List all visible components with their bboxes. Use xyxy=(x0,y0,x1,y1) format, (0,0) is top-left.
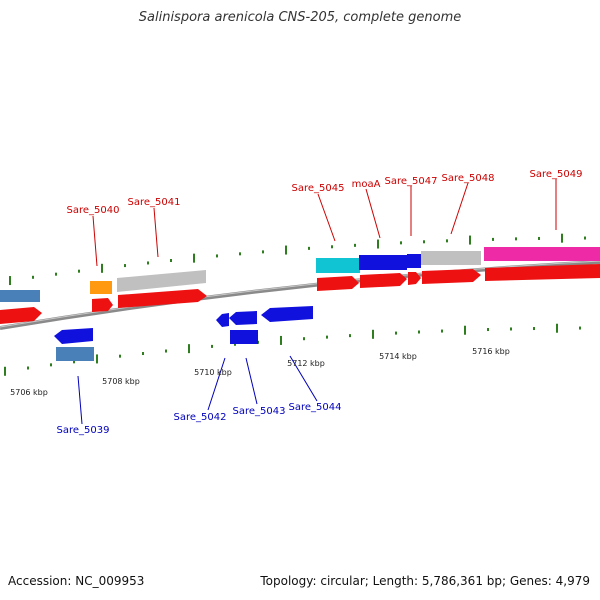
gene-feature[interactable] xyxy=(484,247,600,261)
gene-feature[interactable] xyxy=(90,281,112,294)
position-labels: 5706 kbp 5708 kbp 5710 kbp 5712 kbp 5714… xyxy=(10,347,510,397)
reverse-gene-track xyxy=(56,330,258,361)
kbp-label: 5706 kbp xyxy=(10,388,48,397)
gene-label[interactable]: Sare_5041 xyxy=(128,197,181,208)
gene-feature[interactable] xyxy=(56,347,94,361)
gene-label[interactable]: Sare_5040 xyxy=(67,205,120,216)
reverse-cds-track xyxy=(54,306,313,344)
cds-arrow[interactable] xyxy=(408,272,421,285)
gene-feature[interactable] xyxy=(407,254,421,268)
forward-gene-track xyxy=(0,247,600,302)
gene-label[interactable]: Sare_5048 xyxy=(442,173,495,184)
callout-lines xyxy=(77,179,557,425)
gene-feature[interactable] xyxy=(316,258,360,273)
gene-label[interactable]: Sare_5049 xyxy=(530,169,583,180)
gene-feature[interactable] xyxy=(359,255,407,270)
cds-arrow[interactable] xyxy=(422,269,481,284)
gene-label[interactable]: Sare_5047 xyxy=(385,176,438,187)
kbp-label: 5710 kbp xyxy=(194,368,232,377)
forward-gene-labels: Sare_5040 Sare_5041 Sare_5045 moaA Sare_… xyxy=(67,169,583,216)
cds-arrow[interactable] xyxy=(229,311,257,325)
cds-arrow[interactable] xyxy=(0,307,42,324)
gene-feature[interactable] xyxy=(421,251,481,265)
cds-arrow[interactable] xyxy=(118,289,207,308)
reverse-gene-labels: Sare_5039 Sare_5042 Sare_5043 Sare_5044 xyxy=(57,402,342,436)
gene-label[interactable]: Sare_5043 xyxy=(233,406,286,417)
gene-label[interactable]: Sare_5042 xyxy=(174,412,227,423)
gene-label[interactable]: Sare_5044 xyxy=(289,402,342,413)
gene-feature[interactable] xyxy=(117,270,206,292)
gene-feature[interactable] xyxy=(0,290,40,302)
kbp-label: 5712 kbp xyxy=(287,359,325,368)
gene-label[interactable]: moaA xyxy=(352,179,381,190)
kbp-label: 5708 kbp xyxy=(102,377,140,386)
cds-arrow[interactable] xyxy=(261,306,313,322)
gene-label[interactable]: Sare_5045 xyxy=(292,183,345,194)
genome-backbone-highlight xyxy=(0,260,600,328)
accession-text: Accession: NC_009953 xyxy=(8,574,145,588)
cds-arrow[interactable] xyxy=(216,313,229,327)
kbp-label: 5716 kbp xyxy=(472,347,510,356)
kbp-label: 5714 kbp xyxy=(379,352,417,361)
cds-arrow[interactable] xyxy=(54,328,93,344)
cds-arrow[interactable] xyxy=(485,264,600,281)
gene-label[interactable]: Sare_5039 xyxy=(57,425,110,436)
forward-cds-track xyxy=(0,264,600,324)
map-title: Salinispora arenicola CNS-205, complete … xyxy=(138,10,462,25)
genome-summary-text: Topology: circular; Length: 5,786,361 bp… xyxy=(260,574,590,588)
cds-arrow[interactable] xyxy=(317,276,359,291)
tick-marks xyxy=(4,233,586,376)
cds-arrow[interactable] xyxy=(360,273,407,288)
gene-feature[interactable] xyxy=(230,330,258,344)
cds-arrow[interactable] xyxy=(92,298,113,312)
